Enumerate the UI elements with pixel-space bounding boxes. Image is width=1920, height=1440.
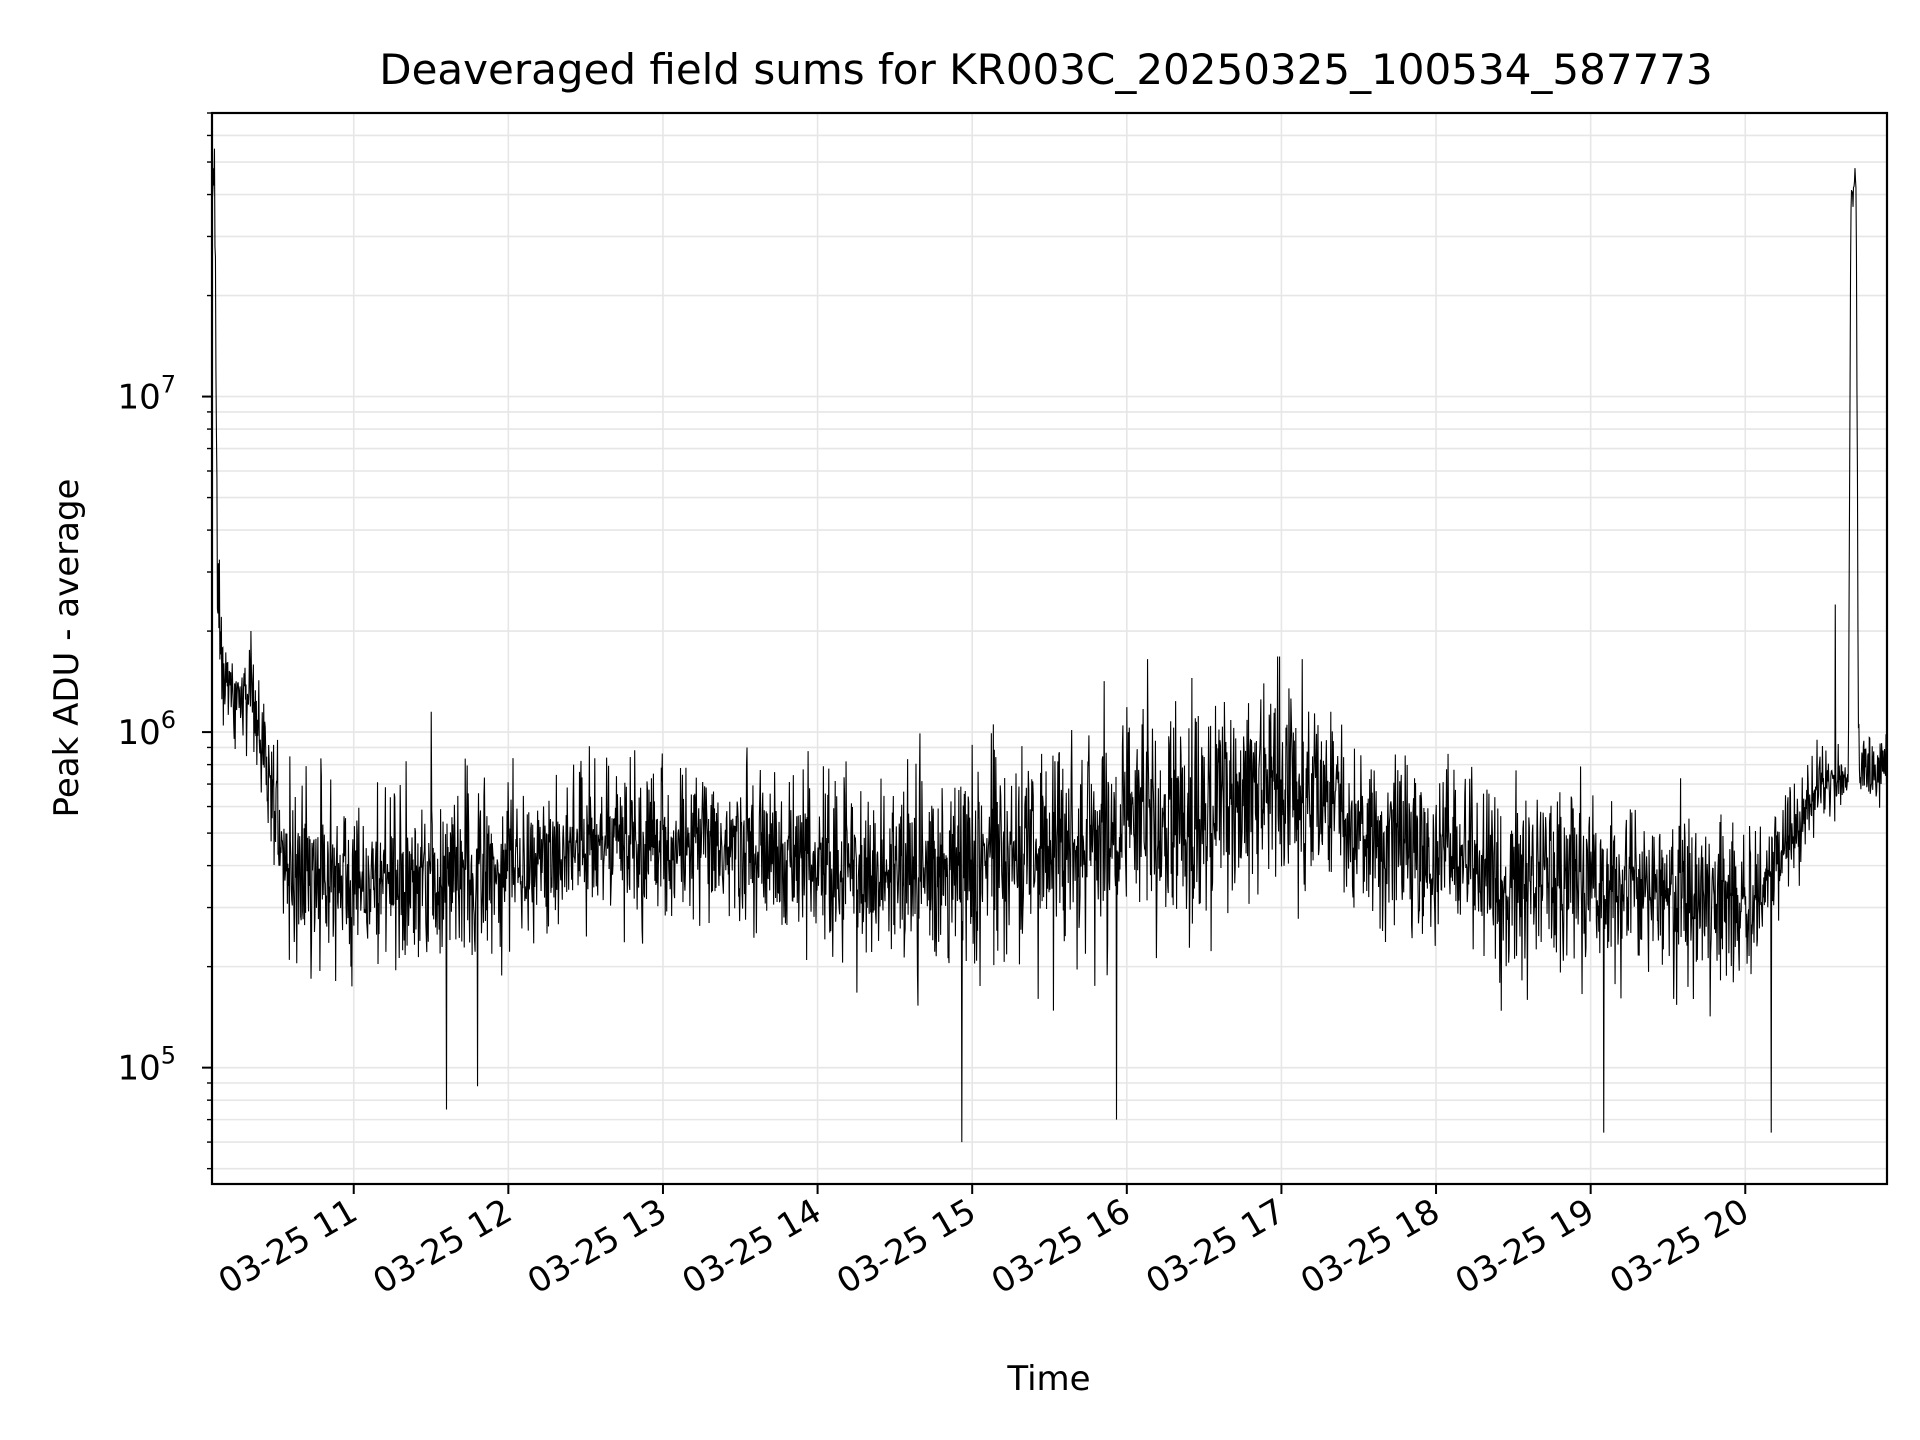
y-axis-label: Peak ADU - average	[47, 479, 87, 818]
data-line	[211, 148, 1888, 1143]
plot-frame	[210, 111, 1889, 1186]
y-tick-exponent: 5	[161, 1042, 176, 1070]
y-tick-exponent: 7	[161, 371, 176, 399]
y-tick-base: 10	[117, 713, 160, 753]
chart-title: Deaveraged field sums for KR003C_2025032…	[379, 45, 1713, 94]
series-line	[211, 148, 1888, 1143]
y-tick-base: 10	[117, 1049, 160, 1089]
y-tick-label: 106	[117, 706, 176, 753]
x-axis-label: Time	[1006, 1359, 1090, 1399]
y-tick-base: 10	[117, 378, 160, 418]
y-tick-label: 107	[117, 371, 176, 418]
y-tick-label: 105	[117, 1042, 176, 1089]
y-tick-exponent: 6	[161, 706, 176, 734]
